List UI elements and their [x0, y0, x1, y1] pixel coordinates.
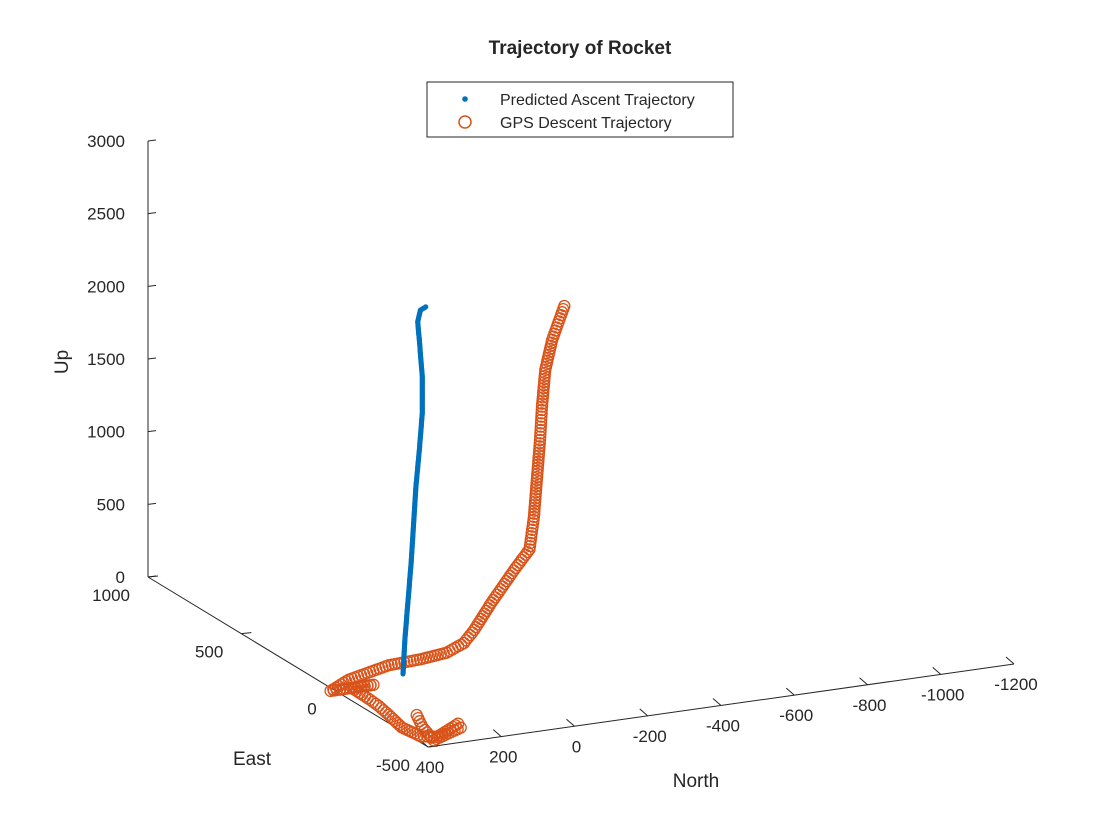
z-tick-label: 3000	[87, 132, 125, 151]
series-gps-descent	[324, 299, 571, 747]
z-tick-label: 500	[97, 495, 125, 514]
y-tick-mark	[932, 666, 942, 675]
z-tick-label: 0	[116, 568, 125, 587]
gps-point	[382, 708, 395, 721]
y-tick-mark	[639, 708, 649, 717]
y-tick-label: -1000	[921, 685, 964, 704]
z-tick-label: 2000	[87, 277, 125, 296]
ascent-point	[423, 304, 429, 310]
gps-point	[534, 423, 547, 437]
y-tick-label: -600	[779, 706, 813, 725]
axis-lines	[147, 141, 1015, 748]
series-predicted-ascent	[400, 304, 429, 677]
x-tick-mark	[147, 575, 159, 578]
y-tick-mark	[492, 729, 502, 738]
gps-point	[384, 710, 397, 723]
plot-area	[324, 299, 571, 747]
legend-marker-predicted	[462, 96, 468, 102]
y-tick-label: -200	[633, 727, 667, 746]
z-tick-mark	[147, 139, 157, 142]
x-axis-label: East	[233, 749, 272, 770]
y-tick-label: 0	[572, 737, 581, 756]
y-axis-label: North	[673, 771, 719, 792]
legend-marker-gps	[458, 115, 472, 129]
y-tick-mark	[712, 698, 722, 706]
gps-point	[535, 413, 548, 427]
y-tick-mark	[1005, 656, 1015, 665]
y-tick-label: -800	[852, 696, 886, 715]
x-tick-label: 0	[307, 699, 316, 718]
z-tick-mark	[147, 502, 157, 505]
y-tick-label: 200	[489, 748, 517, 767]
x-tick-mark	[241, 632, 252, 635]
y-tick-label: 400	[416, 758, 444, 777]
z-axis-label: Up	[52, 350, 73, 374]
z-tick-mark	[147, 284, 157, 287]
gps-point	[379, 706, 393, 719]
gps-point	[386, 712, 400, 726]
z-tick-label: 2500	[87, 205, 125, 224]
x-tick-label: 1000	[92, 586, 130, 605]
y-tick-mark	[859, 677, 868, 686]
y-tick-mark	[566, 718, 575, 727]
legend-box	[426, 81, 734, 138]
gps-point	[534, 420, 547, 433]
x-tick-label: -500	[376, 756, 410, 775]
z-tick-mark	[147, 357, 157, 360]
gps-point	[388, 714, 402, 728]
chart-title: Trajectory of Rocket	[489, 38, 672, 59]
x-tick-label: 500	[195, 643, 223, 662]
x-axis-ticks: -500 0 500 1000	[92, 575, 439, 775]
z-tick-mark	[147, 212, 157, 215]
legend-label-gps: GPS Descent Trajectory	[500, 115, 672, 132]
z-axis-ticks: 0 500 1000 1500 2000 2500 3000	[87, 132, 157, 587]
gps-point	[533, 433, 547, 447]
gps-point	[534, 427, 547, 440]
gps-point	[535, 407, 548, 420]
gps-point	[534, 430, 547, 443]
gps-point	[535, 403, 548, 417]
y-tick-label: -400	[706, 717, 740, 736]
gps-point	[443, 644, 456, 658]
z-tick-mark	[147, 430, 157, 433]
legend: Predicted Ascent Trajectory GPS Descent …	[426, 81, 734, 138]
gps-point	[534, 417, 548, 430]
x-tick-mark	[427, 745, 439, 748]
y-tick-mark	[785, 687, 795, 696]
gps-point	[410, 708, 423, 722]
gps-point	[535, 400, 549, 413]
y-axis-ticks: 400 200 0 -200 -400 -600 -800 -1000 -1200	[416, 656, 1038, 777]
z-tick-label: 1500	[87, 350, 125, 369]
gps-point	[535, 410, 548, 423]
legend-label-predicted: Predicted Ascent Trajectory	[500, 92, 695, 109]
y-tick-label: -1200	[994, 675, 1037, 694]
z-tick-label: 1000	[87, 423, 125, 442]
x-axis-line	[147, 576, 429, 748]
